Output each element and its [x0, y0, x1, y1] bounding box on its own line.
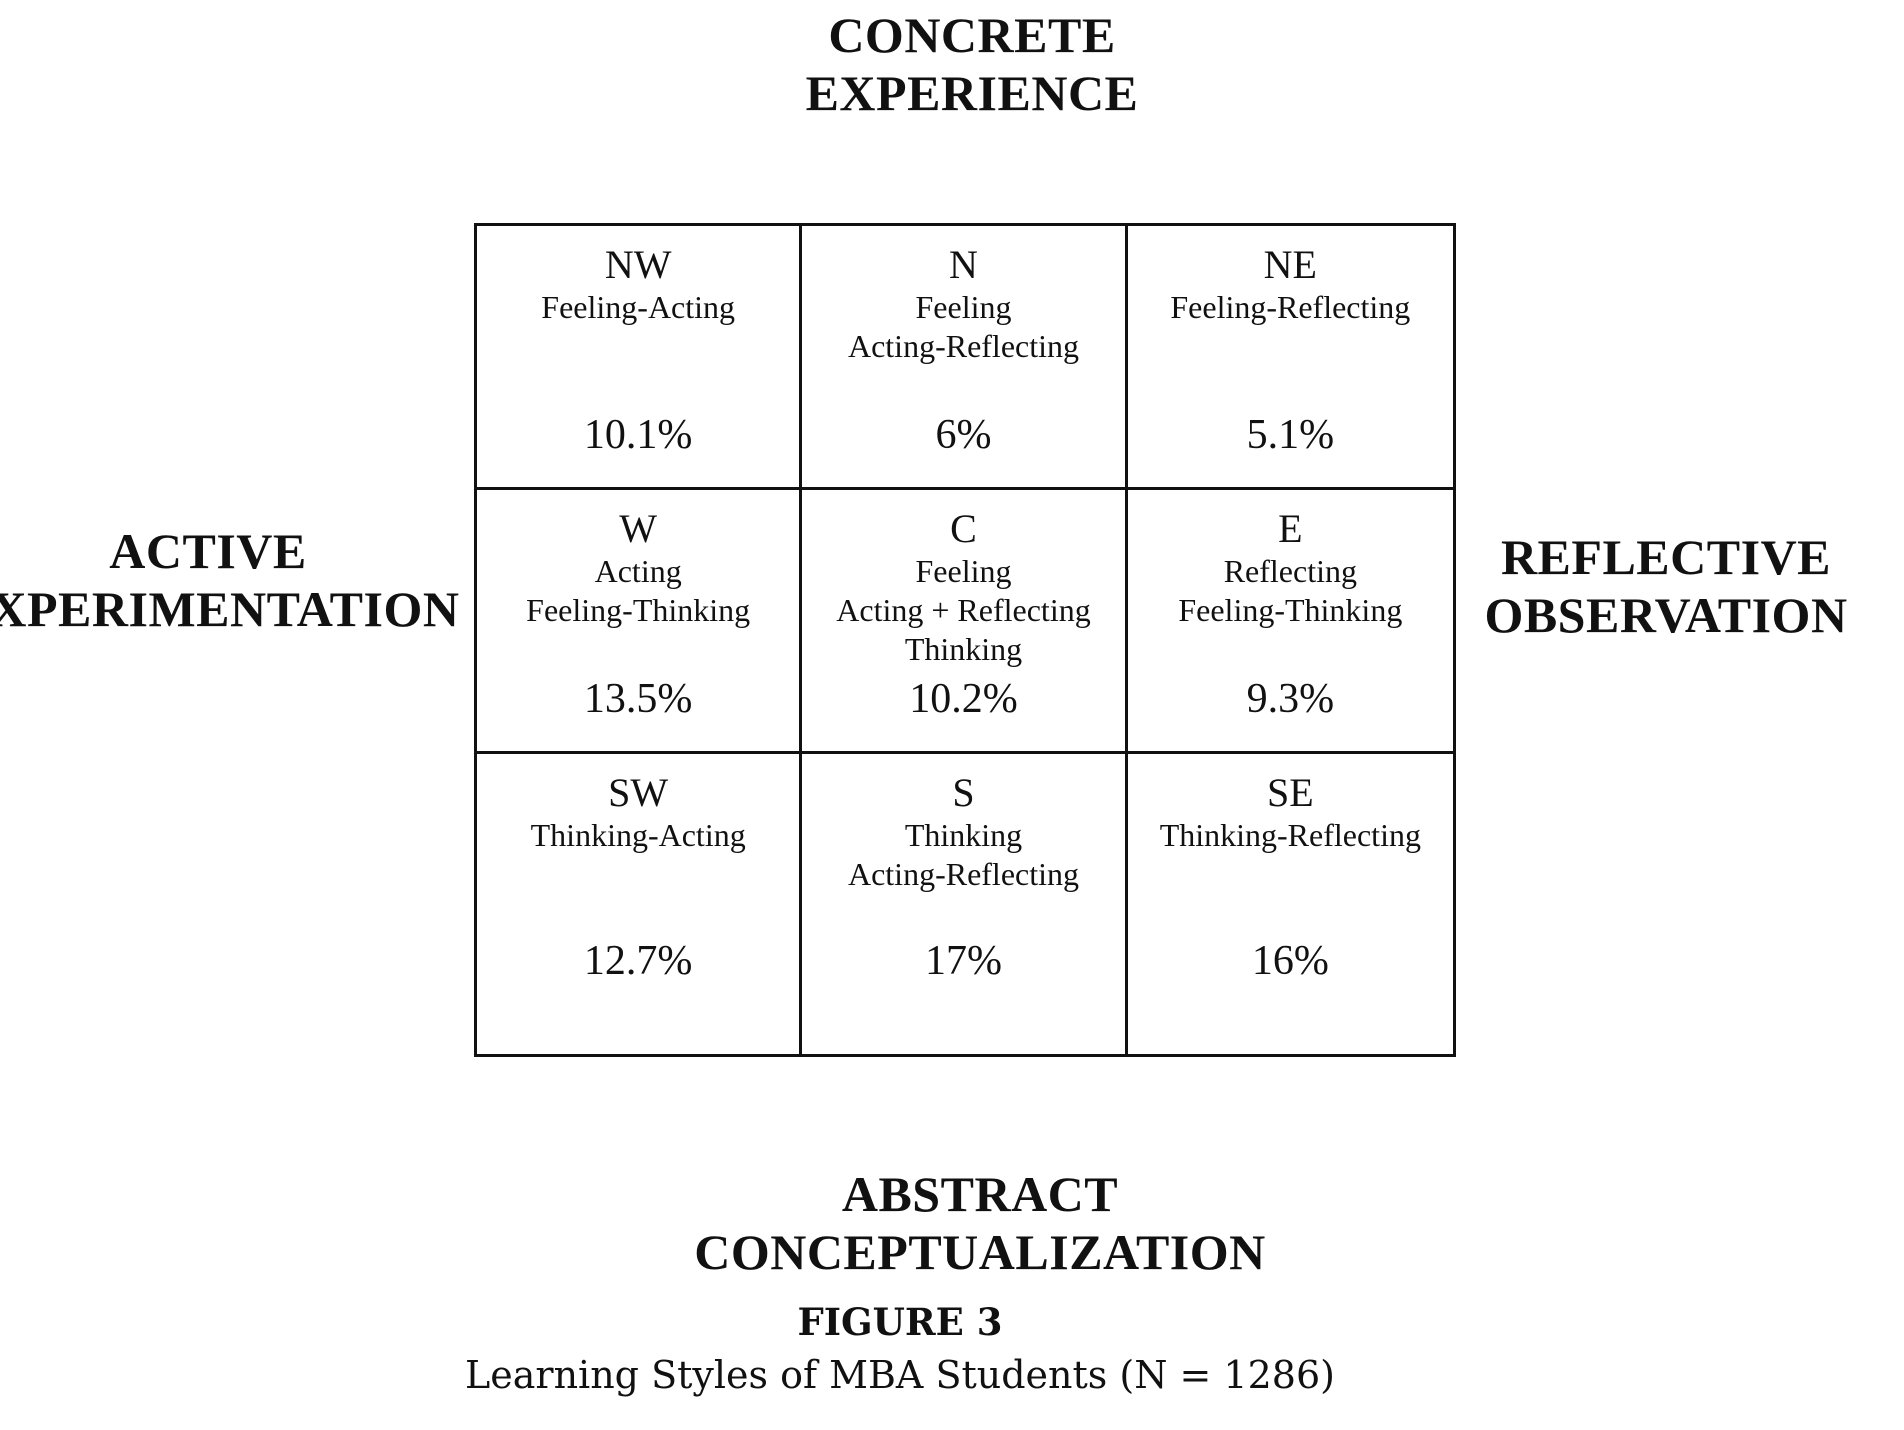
cell-code: W [619, 506, 658, 551]
cell-code: NW [604, 242, 672, 287]
cell-percent: 16% [1251, 938, 1329, 984]
cell-e: E Reflecting Feeling-Thinking 9.3% [1127, 490, 1453, 754]
cell-percent: 5.1% [1246, 412, 1335, 458]
cell-description: Thinking-Reflecting [1159, 817, 1421, 853]
cell-percent: 10.1% [583, 412, 693, 458]
cell-code: NE [1263, 242, 1317, 287]
cell-description: Thinking Acting-Reflecting [847, 817, 1079, 892]
axis-label-abstract-conceptualization: ABSTRACT CONCEPTUALIZATION [694, 1166, 1266, 1280]
cell-percent: 17% [924, 938, 1002, 984]
cell-c: C Feeling Acting + Reflecting Thinking 1… [802, 490, 1128, 754]
cell-sw: SW Thinking-Acting 12.7% [477, 754, 803, 1054]
axis-label-concrete-experience: CONCRETE EXPERIENCE [805, 7, 1139, 121]
cell-description: Reflecting Feeling-Thinking [1178, 553, 1403, 628]
cell-code: SW [608, 770, 669, 815]
cell-s: S Thinking Acting-Reflecting 17% [802, 754, 1128, 1054]
cell-code: S [952, 770, 975, 815]
cell-code: SE [1266, 770, 1314, 815]
cell-n: N Feeling Acting-Reflecting 6% [802, 226, 1128, 490]
cell-percent: 10.2% [909, 676, 1018, 722]
cell-description: Feeling Acting-Reflecting [847, 289, 1079, 364]
cell-description: Acting Feeling-Thinking [526, 553, 751, 628]
cell-description: Feeling-Reflecting [1170, 289, 1411, 325]
cell-se: SE Thinking-Reflecting 16% [1128, 754, 1453, 1054]
cell-description: Thinking-Acting [530, 817, 746, 853]
cell-percent: 13.5% [583, 676, 693, 722]
figure-title: Learning Styles of MBA Students (N = 128… [465, 1353, 1335, 1397]
cell-ne: NE Feeling-Reflecting 5.1% [1127, 226, 1453, 490]
cell-w: W Acting Feeling-Thinking 13.5% [477, 490, 803, 754]
cell-description: Feeling Acting + Reflecting Thinking [836, 553, 1091, 667]
cell-code: C [950, 506, 977, 551]
cell-percent: 6% [935, 412, 992, 458]
axis-label-active-experimentation: ACTIVE EXPERIMENTATION [0, 523, 460, 637]
learning-styles-grid: NW Feeling-Acting 10.1% N Feeling Acting… [474, 223, 1456, 1057]
cell-percent: 9.3% [1246, 676, 1335, 722]
axis-label-reflective-observation: REFLECTIVE OBSERVATION [1484, 529, 1848, 643]
cell-description: Feeling-Acting [541, 289, 736, 325]
figure-number: FIGURE 3 [797, 1300, 1003, 1344]
cell-nw: NW Feeling-Acting 10.1% [477, 226, 803, 490]
cell-percent: 12.7% [583, 938, 693, 984]
cell-code: E [1278, 506, 1303, 551]
cell-code: N [949, 242, 978, 287]
